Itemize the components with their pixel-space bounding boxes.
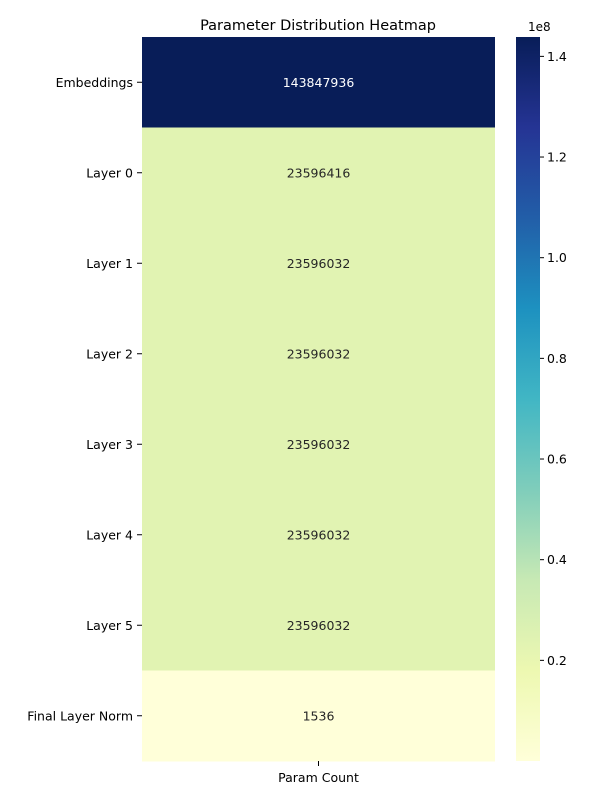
cell-value-label: 23596032: [287, 527, 351, 542]
heatmap-cell: [142, 580, 495, 671]
colorbar-tick-label: 1.0: [547, 250, 567, 265]
cell-value-label: 23596032: [287, 618, 351, 633]
colorbar-ticks: 0.2 0.4 0.6 0.8 1.0 1.2 1.4: [540, 49, 567, 668]
row-label: Layer 0: [86, 165, 133, 180]
cell-value-label: 143847936: [283, 75, 355, 90]
heatmap-cells: 143847936 23596416 23596032 23596032 2359603…: [142, 37, 495, 762]
colorbar-tick-label: 0.6: [547, 452, 567, 467]
cell-value-label: 23596416: [287, 165, 351, 180]
heatmap-cell: [142, 489, 495, 581]
x-axis: Param Count: [278, 761, 359, 785]
column-label: Param Count: [278, 770, 359, 785]
heatmap-cell: [142, 399, 495, 490]
heatmap-cell: [142, 37, 495, 128]
colorbar-tick-label: 0.2: [547, 653, 567, 668]
colorbar-tick-label: 1.2: [547, 150, 567, 165]
row-label: Embeddings: [56, 75, 133, 90]
heatmap-cell: [142, 127, 495, 219]
cell-value-label: 23596032: [287, 346, 351, 361]
colorbar-tick-label: 1.4: [547, 49, 567, 64]
row-label: Final Layer Norm: [27, 708, 133, 723]
colorbar-tick-label: 0.8: [547, 351, 567, 366]
heatmap-cell: [142, 670, 495, 762]
row-label: Layer 3: [86, 437, 133, 452]
chart-title: Parameter Distribution Heatmap: [200, 18, 436, 34]
row-label: Layer 1: [86, 256, 133, 271]
row-label: Layer 5: [86, 618, 133, 633]
row-labels: Embeddings Layer 0 Layer 1 Layer 2 Layer 3 La…: [27, 75, 142, 723]
cell-value-label: 23596032: [287, 437, 351, 452]
heatmap-cell: [142, 218, 495, 309]
heatmap-cell: [142, 308, 495, 400]
row-label: Layer 4: [86, 527, 133, 542]
colorbar: [516, 37, 540, 761]
colorbar-multiplier: 1e8: [528, 20, 551, 34]
cell-value-label: 1536: [303, 708, 335, 723]
colorbar-tick-label: 0.4: [547, 552, 567, 567]
row-label: Layer 2: [86, 346, 133, 361]
cell-value-label: 23596032: [287, 256, 351, 271]
